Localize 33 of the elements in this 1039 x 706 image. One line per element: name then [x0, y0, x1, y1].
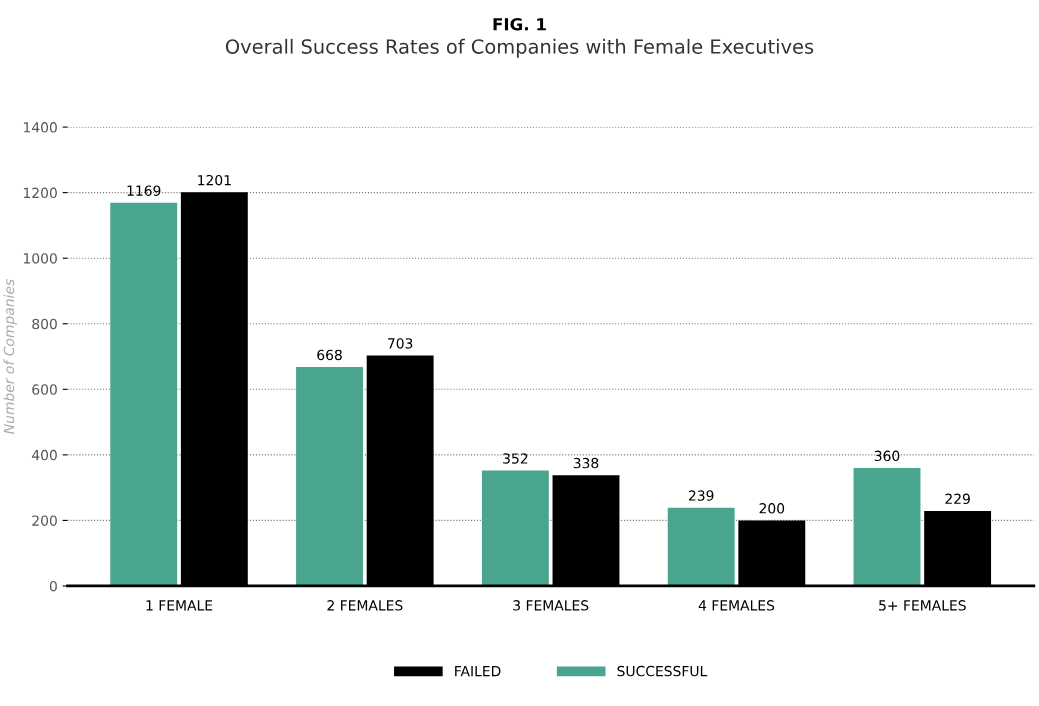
bar [667, 507, 735, 586]
y-tick-label: 800 [32, 318, 57, 330]
y-tick-label: 600 [32, 384, 57, 395]
x-tick-label: 5+ FEMALES [879, 600, 966, 611]
x-tick-label: 3 FEMALES [513, 600, 589, 611]
legend-label: SUCCESSFUL [617, 665, 708, 677]
data-label: 229 [945, 493, 970, 505]
legend-label: FAILED [455, 666, 501, 677]
y-tick-label: 1000 [23, 253, 57, 264]
bar [110, 202, 178, 586]
y-tick-label: 1200 [23, 187, 57, 199]
data-label: 1201 [198, 174, 231, 186]
x-tick-label: 1 FEMALE [146, 600, 213, 611]
data-label: 200 [759, 503, 785, 514]
y-tick-label: 0 [49, 580, 57, 592]
data-label: 360 [874, 450, 900, 462]
data-label: 352 [503, 453, 528, 464]
y-tick-label: 200 [32, 515, 57, 526]
data-label: 1169 [127, 185, 161, 196]
data-label: 239 [688, 490, 714, 501]
data-label: 668 [317, 349, 342, 361]
data-label: 338 [573, 457, 599, 469]
x-tick-label: 4 FEMALES [698, 600, 775, 611]
bar [853, 467, 921, 586]
bar [481, 470, 549, 586]
data-label: 703 [388, 338, 413, 349]
chart-subtitle: Overall Success Rates of Companies with Female Executives [225, 38, 814, 58]
bar [296, 367, 363, 586]
y-tick-label: 1400 [23, 122, 57, 133]
x-tick-label: 2 FEMALES [327, 600, 403, 611]
chart-title: FIG. 1 [493, 17, 546, 31]
y-tick-label: 400 [31, 449, 57, 461]
y-axis-title: Number of Companies [3, 279, 17, 434]
